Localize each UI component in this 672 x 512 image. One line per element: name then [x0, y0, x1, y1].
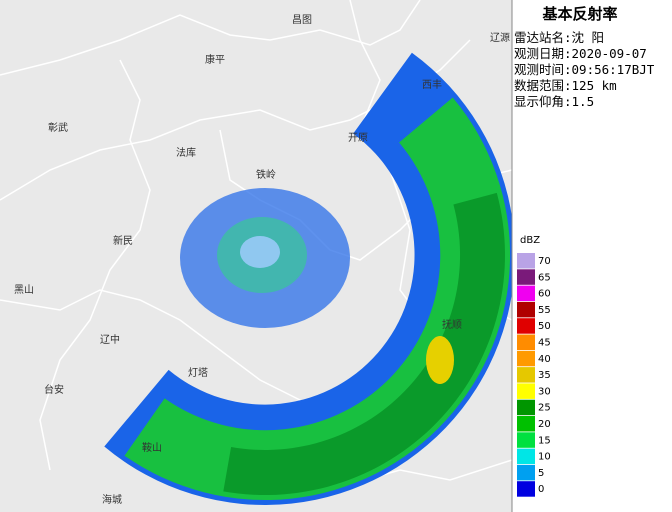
legend-swatch [517, 399, 535, 416]
place: 黑山 [14, 284, 34, 296]
place: 昌图 [292, 14, 312, 26]
place: 台安 [44, 383, 64, 396]
info-line: 雷达站名:沈 阳 [514, 30, 604, 45]
legend-label: 50 [538, 321, 551, 332]
place: 抚顺 [442, 319, 462, 331]
legend-swatch [517, 367, 535, 383]
legend-label: 5 [538, 468, 544, 479]
echo-hole [240, 236, 280, 268]
info-line: 观测日期:2020-09-07 [514, 46, 647, 61]
place: 西丰 [422, 78, 442, 91]
info-panel [512, 0, 672, 512]
legend-swatch [517, 481, 535, 497]
legend-label: 35 [538, 370, 551, 381]
place: 新民 [113, 234, 133, 247]
legend-label: 25 [538, 403, 551, 414]
place: 辽源 [490, 31, 510, 44]
legend-label: 55 [538, 305, 551, 316]
legend-swatch [517, 269, 535, 285]
place: 法库 [176, 146, 196, 159]
place: 灯塔 [188, 366, 208, 379]
legend-swatch [517, 432, 535, 448]
echo-yellow [426, 336, 454, 384]
legend-unit: dBZ [520, 235, 540, 246]
legend-swatch [517, 301, 535, 318]
legend-label: 40 [538, 354, 551, 365]
legend-swatch [517, 383, 535, 399]
legend-swatch [517, 253, 535, 269]
info-lines: 雷达站名:沈 阳观测日期:2020-09-07观测时间:09:56:17BJT数… [514, 30, 655, 109]
place: 铁岭 [256, 168, 276, 181]
place: 开原 [348, 132, 368, 144]
place: 彰武 [48, 121, 68, 134]
legend-label: 30 [538, 386, 551, 397]
legend-swatch [517, 334, 535, 350]
legend-swatch [517, 448, 535, 465]
panel-title: 基本反射率 [541, 5, 617, 23]
info-line: 显示仰角:1.5 [514, 94, 594, 109]
legend-label: 10 [538, 452, 551, 463]
place: 辽中 [100, 333, 120, 346]
legend-label: 0 [538, 484, 544, 495]
legend-swatch [517, 350, 535, 367]
legend-swatch [517, 285, 535, 302]
legend-label: 20 [538, 419, 551, 430]
echo-core [223, 192, 505, 496]
legend-swatch [517, 464, 535, 481]
place: 海城 [102, 493, 122, 506]
place: 康平 [205, 53, 225, 66]
place: 鞍山 [142, 441, 162, 454]
info-line: 数据范围:125 km [514, 78, 617, 93]
legend-swatch [517, 416, 535, 432]
place-labels: 昌图 辽源 康平 西丰 彰武 开原 法库 铁岭 新民 黑山 辽中 灯塔 台安 鞍… [14, 14, 510, 506]
legend-label: 45 [538, 338, 551, 349]
legend-swatch [517, 318, 535, 334]
legend-label: 65 [538, 272, 551, 283]
legend-label: 15 [538, 435, 551, 446]
info-line: 观测时间:09:56:17BJT [514, 62, 655, 77]
legend-label: 60 [538, 289, 551, 300]
legend-label: 70 [538, 256, 551, 267]
